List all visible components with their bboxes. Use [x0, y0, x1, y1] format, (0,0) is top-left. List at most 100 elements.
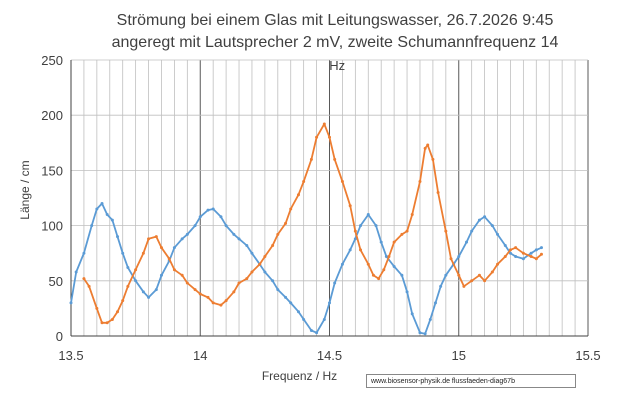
series-2-point	[167, 257, 171, 261]
series-1-point	[418, 331, 422, 335]
y-tick-label: 100	[41, 219, 63, 234]
chart-title-line1: Strömung bei einem Glas mit Leitungswass…	[116, 12, 554, 29]
series-1-point	[405, 290, 409, 294]
series-2-point	[116, 310, 120, 314]
series-1-point	[110, 218, 114, 222]
series-1-point	[271, 279, 275, 283]
y-tick-label: 150	[41, 163, 63, 178]
series-1-point	[428, 317, 432, 321]
x-tick-label: 14.5	[317, 348, 342, 363]
series-1-point	[141, 290, 145, 294]
series-1-point	[503, 243, 507, 247]
series-2-point	[121, 299, 125, 303]
series-1-point	[147, 295, 151, 299]
series-2-point	[410, 213, 414, 217]
series-1-point	[353, 237, 357, 241]
series-2-point	[431, 157, 435, 161]
series-1-point	[309, 328, 313, 332]
series-1-point	[198, 215, 202, 219]
series-2-point	[87, 284, 91, 288]
series-1-point	[296, 310, 300, 314]
series-1-point	[470, 229, 474, 233]
series-1-point	[366, 213, 370, 217]
series-1-point	[508, 251, 512, 255]
series-2-point	[219, 303, 223, 307]
series-1-point	[116, 235, 120, 239]
series-2-point	[470, 279, 474, 283]
series-2-point	[423, 146, 427, 150]
series-2-point	[193, 288, 197, 292]
series-2-point	[496, 262, 500, 266]
series-2-point	[185, 281, 189, 285]
series-1-point	[232, 232, 236, 236]
series-2-point	[444, 229, 448, 233]
y-tick-label: 50	[49, 274, 63, 289]
series-2-point	[477, 273, 481, 277]
series-2-point	[377, 277, 381, 281]
series-1-point	[121, 251, 125, 255]
series-2-point	[366, 262, 370, 266]
series-2-point	[462, 284, 466, 288]
series-2-point	[237, 281, 241, 285]
series-1-point	[379, 240, 383, 244]
series-line-1	[70, 202, 542, 335]
series-2-point	[172, 268, 176, 272]
series-2-point	[258, 262, 262, 266]
series-2-point	[284, 221, 288, 225]
series-2-point	[418, 179, 422, 183]
series-1-point	[74, 270, 78, 274]
series-1-point	[444, 273, 448, 277]
series-1-point	[400, 273, 404, 277]
series-1-point	[374, 224, 378, 228]
series-1-point	[423, 332, 427, 336]
series-2-point	[271, 243, 275, 247]
series-2-point	[490, 270, 494, 274]
series-1-point	[134, 279, 138, 283]
series-1-point	[289, 301, 293, 305]
series-2-point	[263, 255, 267, 259]
series-1-point	[69, 301, 73, 305]
series-2-point	[315, 135, 319, 139]
chart-title-line3: Hz	[329, 58, 345, 73]
series-1-point	[340, 262, 344, 266]
series-2-point	[529, 255, 533, 259]
series-1-point	[224, 224, 228, 228]
series-2-point	[154, 235, 158, 239]
series-1-point	[105, 213, 109, 217]
series-2-point	[224, 299, 228, 303]
series-2-point	[198, 292, 202, 296]
series-2-point	[309, 157, 313, 161]
y-tick-label: 200	[41, 108, 63, 123]
series-2-point	[250, 270, 254, 274]
series-1-point	[250, 251, 254, 255]
series-1-point	[193, 224, 197, 228]
series-2-point	[353, 229, 357, 233]
series-2-point	[147, 237, 151, 241]
series-1-point	[521, 257, 525, 261]
series-1-point	[348, 248, 352, 252]
series-2-point	[333, 157, 337, 161]
series-2-point	[289, 207, 293, 211]
series-2-point	[340, 179, 344, 183]
series-1-point	[328, 301, 331, 305]
series-2-point	[539, 252, 543, 256]
series-2-point	[322, 122, 326, 126]
series-2-point	[508, 248, 512, 252]
series-1-point	[496, 232, 500, 236]
series-2-point	[371, 273, 375, 277]
series-2-point	[382, 268, 386, 272]
chart-title: Strömung bei einem Glas mit Leitungswass…	[90, 10, 580, 54]
series-2-point	[110, 317, 114, 321]
y-axis-title: Länge / cm	[18, 160, 32, 219]
series-2-point	[206, 295, 210, 299]
series-1-point	[333, 281, 337, 285]
series-2-point	[105, 321, 109, 325]
series-2-point	[457, 273, 461, 277]
series-2-point	[245, 277, 249, 281]
series-1-point	[82, 251, 86, 255]
series-2-point	[302, 179, 306, 183]
series-1-point	[237, 237, 241, 241]
y-tick-label: 250	[41, 53, 63, 68]
series-1-point	[206, 208, 210, 212]
series-1-point	[180, 237, 184, 241]
